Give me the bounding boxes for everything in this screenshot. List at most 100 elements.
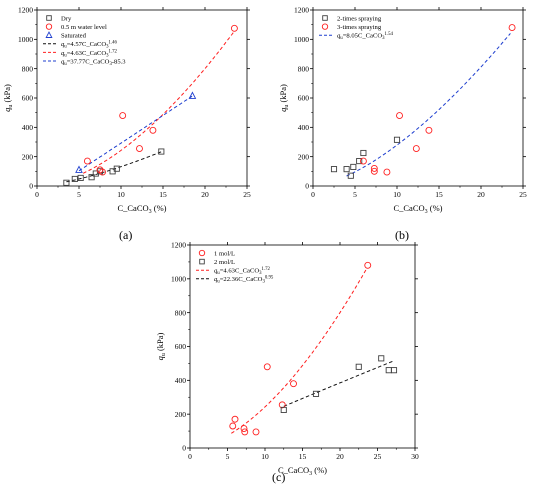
data-point — [330, 166, 338, 173]
x-tick-label: 10 — [261, 452, 269, 461]
x-tick-label: 0 — [311, 190, 315, 199]
data-point — [396, 112, 403, 120]
x-tick-label: 15 — [159, 190, 167, 199]
square-marker — [322, 15, 328, 21]
y-tick-label: 200 — [22, 152, 34, 161]
y-tick-label: 1000 — [171, 274, 186, 283]
data-point — [136, 145, 143, 153]
legend-item: 2 mol/L — [199, 258, 235, 266]
data-point — [378, 355, 385, 362]
y-axis-title: qu (kPa) — [278, 84, 290, 112]
circle-marker — [45, 23, 53, 30]
square-marker — [46, 15, 52, 21]
legend-item: qu=4.63C_CaCO31.72 — [43, 49, 118, 58]
circle-marker — [198, 249, 206, 257]
fit-line — [346, 33, 511, 177]
legend-item: 2-times spraying — [322, 15, 382, 22]
legend-label: qu=4.63C_CaCO31.72 — [61, 49, 118, 58]
y-axis-title: qu (kPa) — [155, 332, 167, 360]
data-point — [240, 425, 248, 432]
x-tick-label: 10 — [393, 190, 401, 199]
legend-item: qu=4.63C_CaCO31.72 — [196, 267, 271, 276]
data-point — [158, 148, 165, 155]
y-tick-label: 600 — [175, 342, 187, 351]
y-tick-label: 600 — [298, 94, 310, 103]
data-point — [385, 367, 392, 374]
y-tick-label: 0 — [305, 182, 309, 191]
x-tick-label: 5 — [226, 452, 230, 461]
data-point — [230, 24, 238, 32]
square-marker — [199, 258, 205, 265]
x-tick-label: 5 — [77, 190, 81, 199]
legend-label: qu=4.57C_CaCO31.46 — [61, 41, 118, 50]
legend-item: Saturated — [45, 31, 87, 40]
y-tick-label: 200 — [175, 410, 187, 419]
chart-panel-c: 0 5 10 15 20 25 30 0 200 400 600 800 1000 1200 C_CaCO3… — [155, 241, 419, 477]
legend: 2-times spraying 3-times sprayingqu=8.05C… — [319, 15, 394, 41]
data-point — [360, 149, 367, 157]
y-axis-title: qu (kPa) — [2, 84, 14, 112]
legend-item: qu=22.36C_CaCO30.95 — [196, 276, 274, 285]
y-tick-label: 600 — [22, 94, 34, 103]
panel-label-a: (a) — [119, 228, 133, 242]
y-tick-label: 400 — [175, 376, 187, 385]
legend-label: 2-times spraying — [337, 15, 382, 22]
data-point — [188, 91, 197, 99]
x-tick-label: 20 — [477, 190, 485, 199]
legend-label: qu=4.63C_CaCO31.72 — [214, 267, 271, 276]
data-point — [119, 112, 127, 120]
data-point — [263, 363, 271, 371]
y-tick-label: 1200 — [171, 241, 186, 250]
x-axis-title: C_CaCO3 (%) — [393, 203, 442, 215]
data-point — [149, 126, 157, 134]
data-point — [231, 415, 239, 423]
circle-marker — [321, 23, 329, 30]
legend-item: 0.5 m water level — [45, 23, 107, 31]
data-point — [508, 24, 516, 32]
legend: Dry 0.5 m water level Saturatedqu=4.57C_Ca… — [43, 15, 126, 67]
data-point — [113, 165, 120, 172]
fit-line — [231, 269, 367, 434]
y-tick-label: 400 — [298, 123, 310, 132]
x-axis-title: C_CaCO3 (%) — [278, 465, 327, 477]
data-point — [312, 390, 320, 397]
data-point — [390, 367, 398, 374]
data-point — [364, 261, 372, 269]
y-tick-label: 400 — [22, 123, 34, 132]
legend-label: 1 mol/L — [214, 250, 235, 257]
data-point — [75, 165, 83, 173]
data-point — [347, 172, 354, 179]
data-point — [241, 428, 249, 436]
y-tick-label: 1000 — [18, 35, 33, 44]
data-point — [71, 175, 78, 183]
legend-label: 0.5 m water level — [61, 24, 107, 31]
x-tick-label: 25 — [243, 190, 251, 199]
x-tick-label: 15 — [299, 452, 307, 461]
legend-item: Dry — [46, 15, 72, 22]
data-point — [359, 157, 367, 165]
fit-line — [82, 30, 235, 174]
data-point — [356, 158, 363, 165]
x-tick-label: 25 — [374, 452, 382, 461]
y-tick-label: 800 — [22, 64, 34, 73]
x-tick-label: 0 — [35, 190, 39, 199]
y-tick-label: 800 — [175, 308, 187, 317]
data-point — [370, 167, 378, 175]
x-tick-label: 30 — [411, 452, 419, 461]
data-point — [99, 168, 106, 176]
x-tick-label: 0 — [188, 452, 192, 461]
y-tick-label: 800 — [298, 64, 310, 73]
legend-item: qu=4.57C_CaCO31.46 — [43, 41, 118, 50]
triangle-marker — [45, 31, 53, 38]
legend-label: Dry — [61, 15, 72, 22]
data-point — [290, 380, 297, 388]
x-tick-label: 10 — [117, 190, 125, 199]
data-point — [383, 168, 391, 176]
y-tick-label: 1000 — [294, 35, 309, 44]
x-tick-label: 5 — [353, 190, 357, 199]
y-tick-label: 0 — [29, 182, 33, 191]
plot-area — [229, 261, 398, 436]
legend-label: qu=37.77C_CaCO3-85.3 — [61, 58, 126, 67]
chart-panel-b: 0 5 10 15 20 25 0 200 400 600 800 1000 1200 C_CaCO3 (… — [278, 6, 527, 215]
